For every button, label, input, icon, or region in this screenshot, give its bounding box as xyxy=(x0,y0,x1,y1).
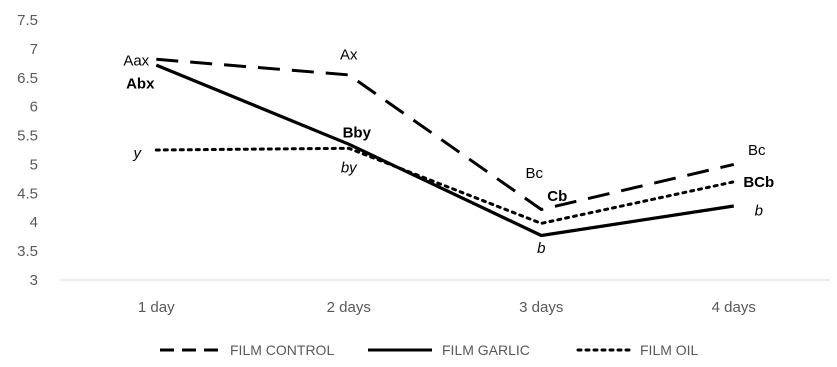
legend-label-film-oil: FILM OIL xyxy=(640,342,699,358)
data-label: y xyxy=(133,145,143,162)
data-label: by xyxy=(341,159,358,176)
data-label: Bc xyxy=(525,165,543,182)
y-tick-label: 4.5 xyxy=(17,185,38,202)
y-tick-label: 4 xyxy=(30,214,38,231)
x-tick-label: 2 days xyxy=(327,299,371,316)
y-tick-label: 5 xyxy=(30,156,38,173)
legend-label-film-control: FILM CONTROL xyxy=(230,342,334,358)
x-tick-label: 3 days xyxy=(519,299,563,316)
data-label: b xyxy=(537,240,545,257)
data-label: b xyxy=(755,203,763,220)
series-line-film-oil xyxy=(154,146,736,225)
series-layer xyxy=(154,57,736,238)
x-axis: 1 day 2 days 3 days 4 days xyxy=(60,279,830,316)
legend-label-film-garlic: FILM GARLIC xyxy=(442,342,530,358)
series-line-film-garlic xyxy=(155,63,735,238)
data-label: Bc xyxy=(748,142,766,159)
y-tick-label: 7.5 xyxy=(17,12,38,29)
data-label: Bby xyxy=(343,125,372,142)
y-tick-label: 6.5 xyxy=(17,70,38,87)
y-tick-label: 7 xyxy=(30,41,38,58)
y-tick-label: 6 xyxy=(30,99,38,116)
data-label: Ax xyxy=(340,47,358,64)
data-label: BCb xyxy=(743,174,774,191)
x-tick-label: 4 days xyxy=(712,299,756,316)
y-tick-label: 3.5 xyxy=(17,243,38,260)
y-axis: 3 3.5 4 4.5 5 5.5 6 6.5 7 7.5 xyxy=(17,12,38,289)
data-label: Aax xyxy=(123,52,149,69)
legend: FILM CONTROL FILM GARLIC FILM OIL xyxy=(160,342,699,358)
y-tick-label: 5.5 xyxy=(17,128,38,145)
data-label: Cb xyxy=(547,188,567,205)
x-tick-label: 1 day xyxy=(138,299,175,316)
series-line-film-control xyxy=(156,57,735,211)
data-label: Abx xyxy=(126,76,155,93)
y-tick-label: 3 xyxy=(30,272,38,289)
